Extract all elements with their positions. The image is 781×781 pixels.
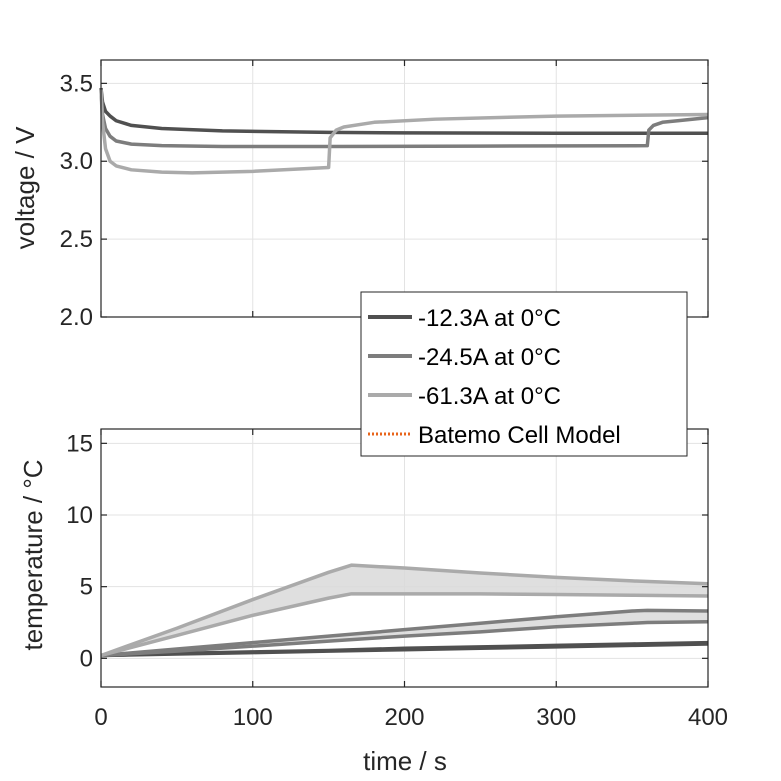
voltage-y-axis-label: voltage / V (10, 126, 40, 250)
legend-label-24-5a: -24.5A at 0°C (418, 344, 561, 371)
temperature-xtick-label: 300 (536, 704, 576, 731)
temperature-ytick-label: 0 (80, 645, 93, 672)
temperature-lower-line-12-3a-at-0-c (100, 642, 709, 658)
voltage-line-61-3a-at-0-c (99, 89, 709, 175)
voltage-ytick-label: 2.0 (60, 304, 93, 331)
temperature-xtick-label: 100 (233, 704, 273, 731)
legend-label-batemo-model: Batemo Cell Model (418, 422, 621, 449)
temperature-ytick-label: 15 (66, 430, 93, 457)
temperature-panel: 0 5 10 15 0 100 200 300 400 (66, 428, 728, 731)
legend: -12.3A at 0°C -24.5A at 0°C -61.3A at 0°… (360, 291, 688, 457)
voltage-line-12-3a-at-0-c (99, 87, 708, 135)
voltage-ytick-label: 3.0 (60, 148, 93, 175)
temperature-upper-line-61-3a-at-0-c (100, 563, 709, 658)
temperature-xtick-label: 200 (384, 704, 424, 731)
temperature-upper-line-24-5a-at-0-c (100, 608, 709, 658)
temperature-lower-line-24-5a-at-0-c (100, 620, 709, 658)
legend-box (360, 291, 688, 457)
temperature-y-axis-label: temperature / °C (18, 459, 48, 650)
temperature-band-61-3a-at-0-c (101, 565, 708, 656)
legend-label-61-3a: -61.3A at 0°C (418, 383, 561, 410)
temperature-ytick-label: 10 (66, 502, 93, 529)
legend-label-12-3a: -12.3A at 0°C (418, 305, 561, 332)
temperature-xtick-label: 400 (688, 704, 728, 731)
voltage-ytick-label: 3.5 (60, 70, 93, 97)
voltage-panel: 2.0 2.5 3.0 3.5 (60, 59, 709, 331)
voltage-line-24-5a-at-0-c (99, 89, 709, 149)
x-axis-label: time / s (363, 746, 447, 776)
voltage-ytick-label: 2.5 (60, 226, 93, 253)
temperature-ytick-label: 5 (80, 574, 93, 601)
temperature-lower-line-61-3a-at-0-c (100, 592, 709, 658)
temperature-xtick-label: 0 (94, 704, 107, 731)
